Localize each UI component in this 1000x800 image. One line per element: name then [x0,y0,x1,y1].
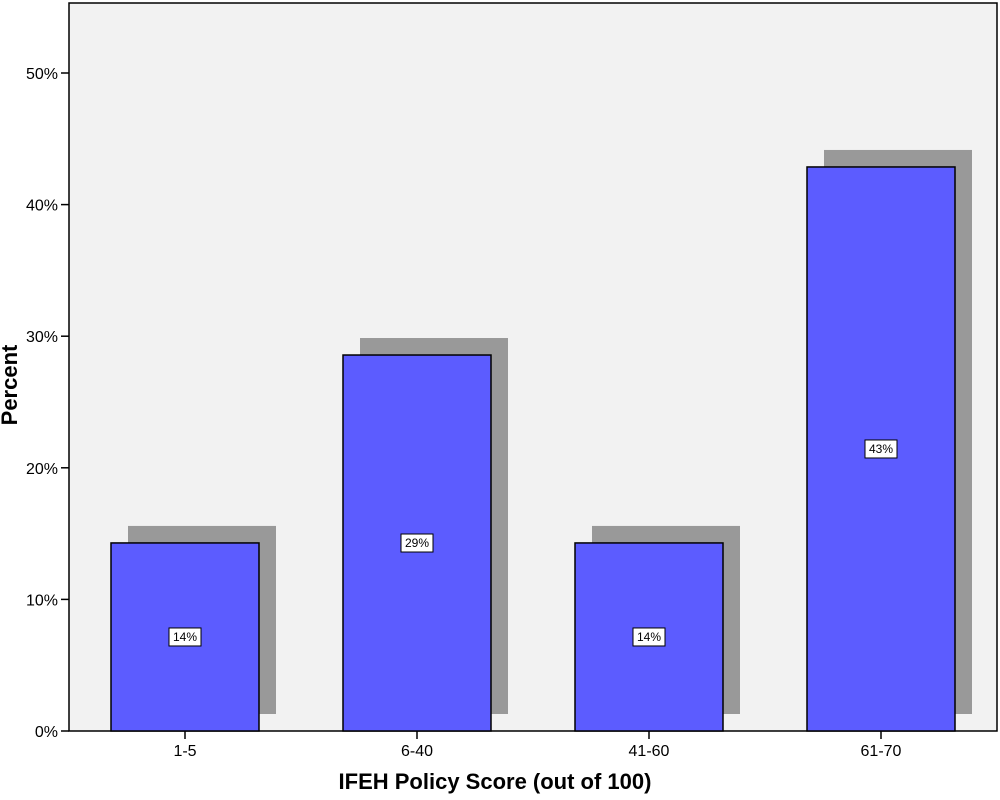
data-label-box [168,627,202,647]
x-tick-label: 41-60 [629,743,670,760]
y-tick-label: 50% [26,66,58,83]
y-tick-label: 40% [26,198,58,215]
y-axis-title: Percent [0,344,22,425]
y-tick-label: 0% [35,724,58,741]
data-label-box [864,439,898,459]
x-tick-label: 1-5 [173,743,196,760]
y-tick-label: 10% [26,592,58,609]
data-label-box [632,627,666,647]
data-label: 29% [405,536,429,550]
y-tick-label: 30% [26,329,58,346]
bars-layer: 14% 29% 14% 43% [110,149,972,732]
data-label: 14% [637,630,661,644]
data-label: 43% [869,442,893,456]
x-axis: 1-5 6-40 41-60 61-70 [173,731,902,760]
x-tick-label: 61-70 [861,743,902,760]
data-label-box [400,533,434,553]
y-tick-label: 20% [26,461,58,478]
x-tick-label: 6-40 [401,743,433,760]
y-axis: 0% 10% 20% 30% 40% 50% [26,66,69,741]
data-label: 14% [173,630,197,644]
x-axis-title: IFEH Policy Score (out of 100) [339,769,652,794]
